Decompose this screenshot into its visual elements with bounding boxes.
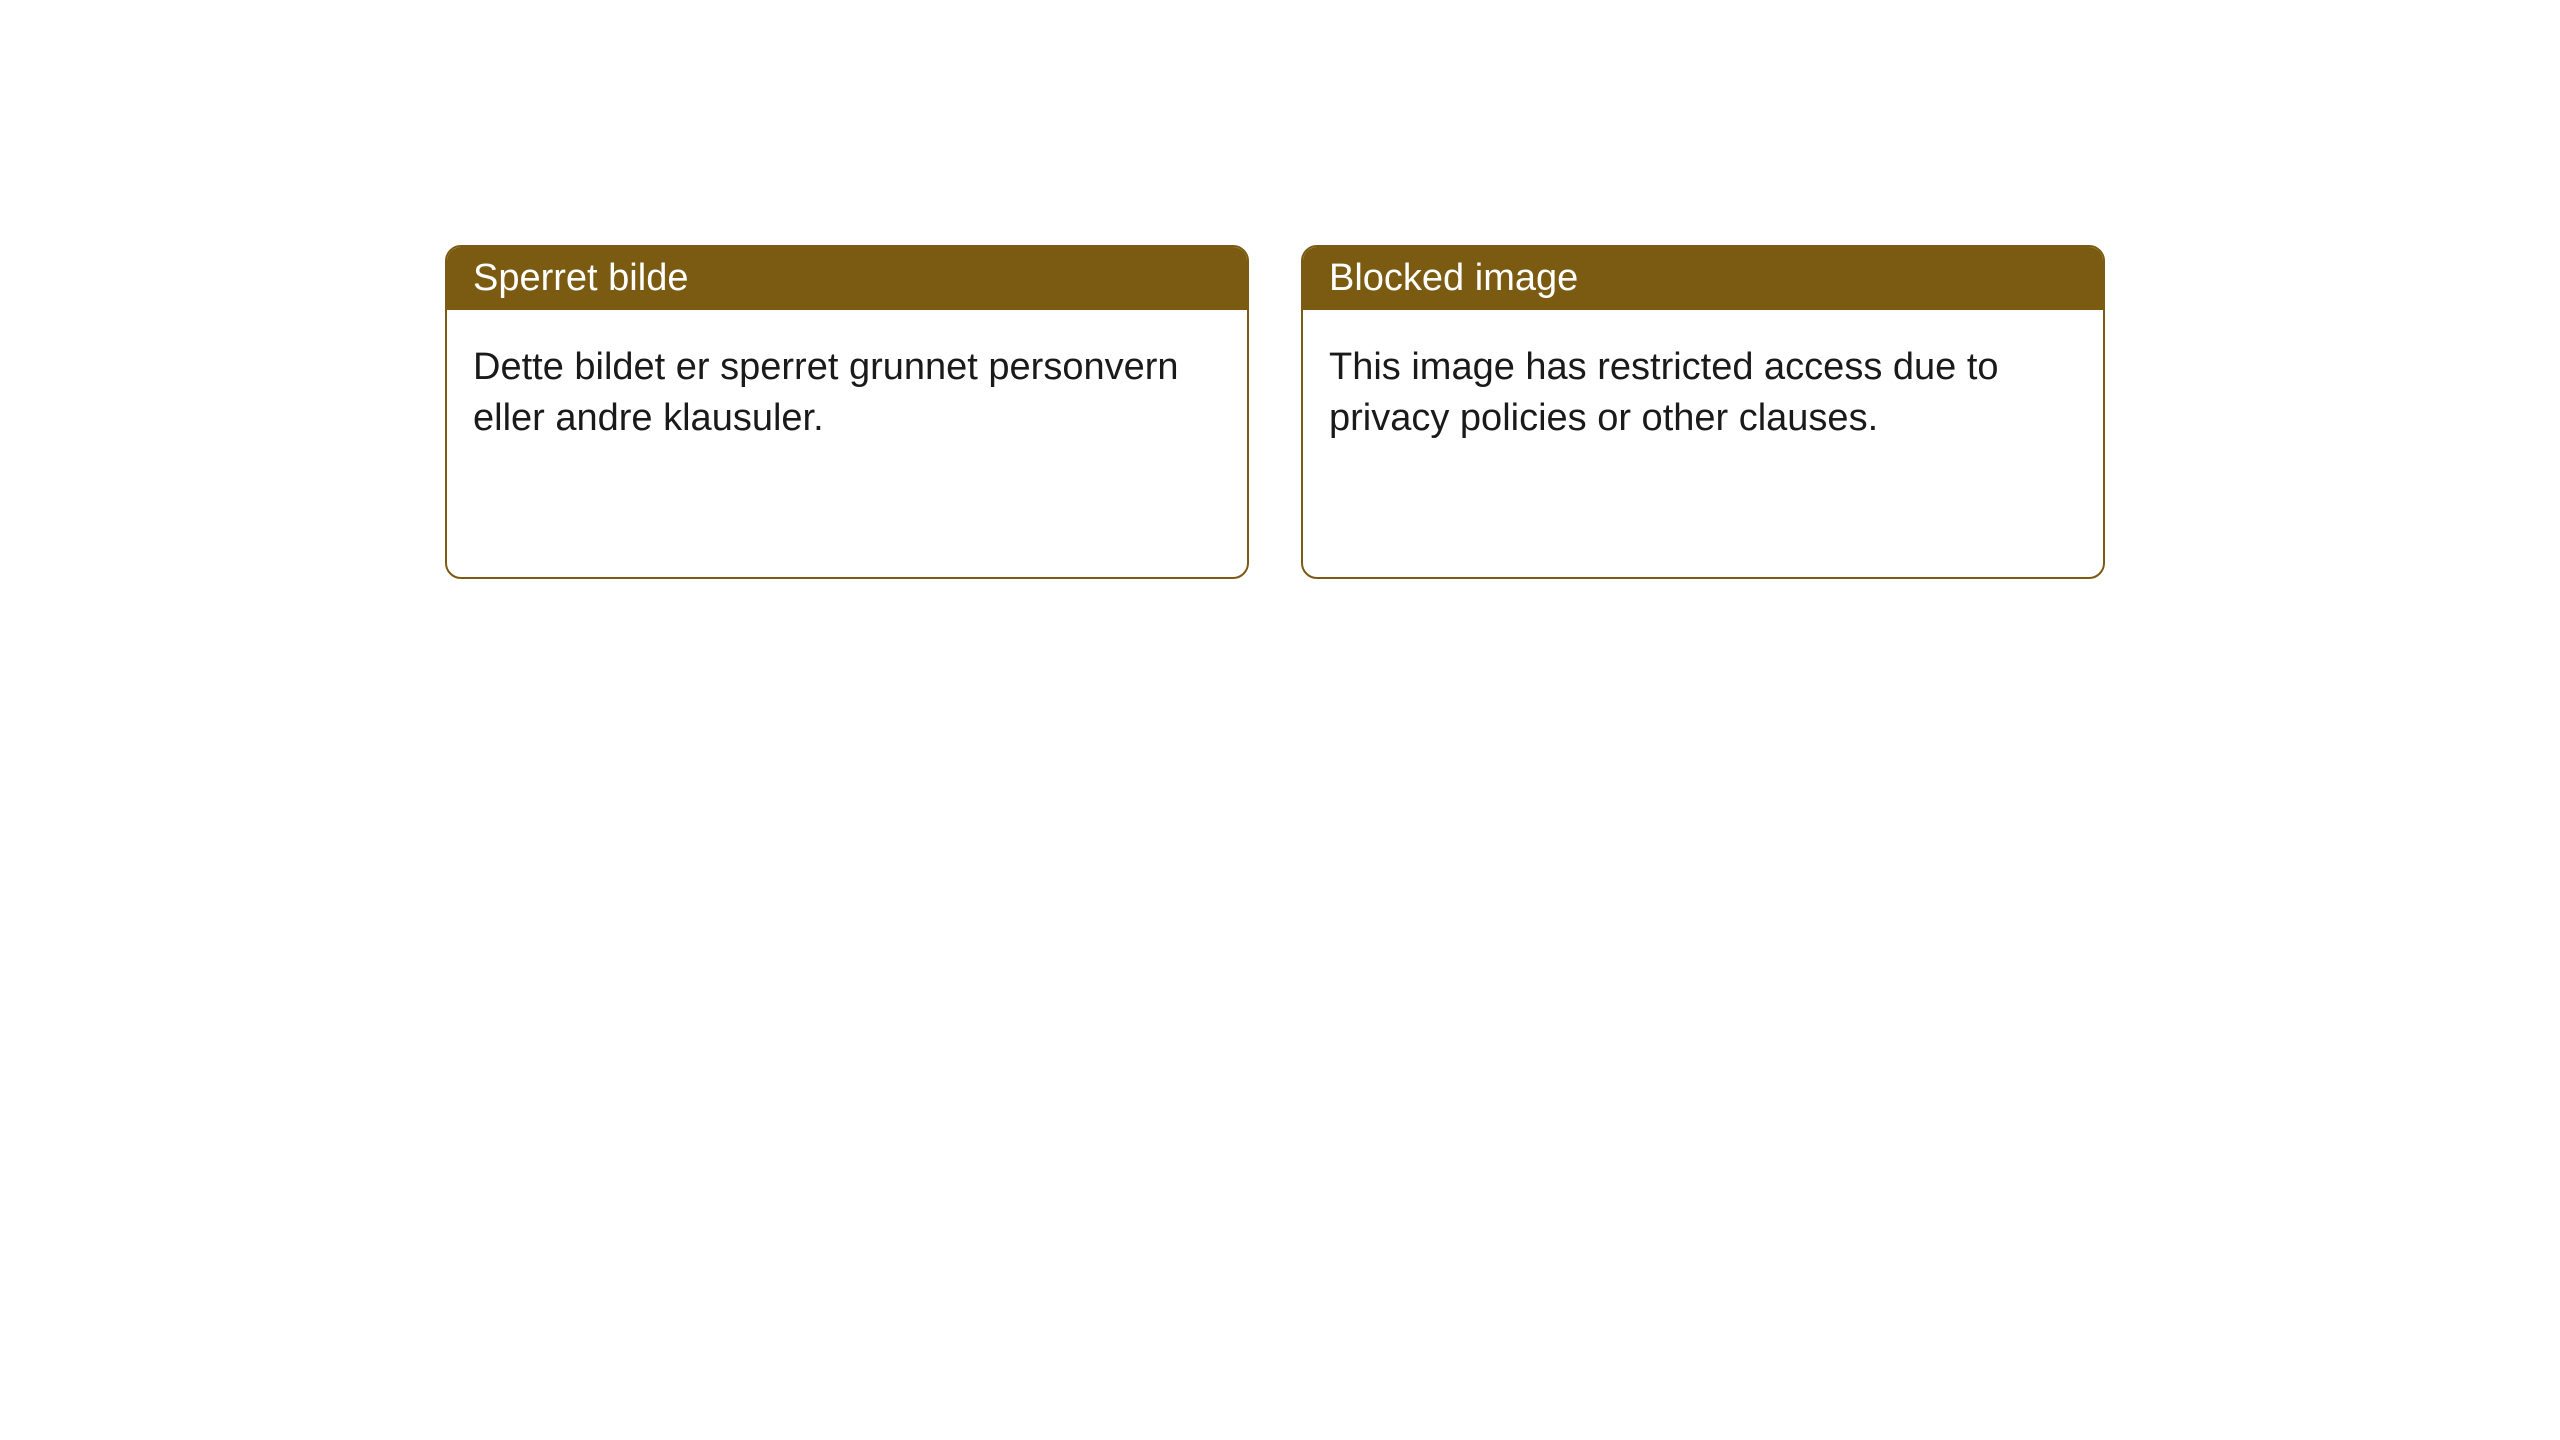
notice-box-english: Blocked image This image has restricted … (1301, 245, 2105, 579)
notice-header: Sperret bilde (447, 247, 1247, 310)
notice-body: This image has restricted access due to … (1303, 310, 2103, 477)
notice-header: Blocked image (1303, 247, 2103, 310)
notice-container: Sperret bilde Dette bildet er sperret gr… (0, 0, 2560, 579)
notice-box-norwegian: Sperret bilde Dette bildet er sperret gr… (445, 245, 1249, 579)
notice-body: Dette bildet er sperret grunnet personve… (447, 310, 1247, 477)
